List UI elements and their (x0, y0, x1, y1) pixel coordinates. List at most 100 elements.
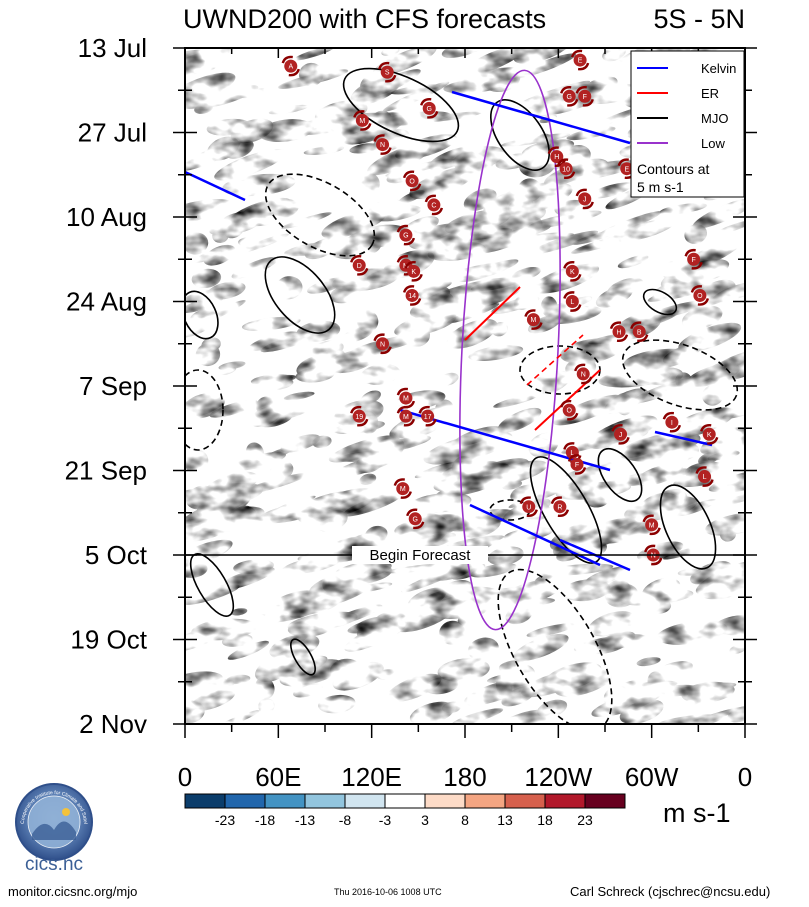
storm-arm (550, 496, 570, 518)
anomaly-patch (719, 491, 745, 507)
colorbar: -23 -18 -13 -8 -3 3 8 13 18 23 (184, 793, 626, 828)
anomaly-patch (215, 566, 275, 591)
storm-arm (281, 55, 300, 77)
storm-label: J (619, 432, 623, 439)
anomaly-patch (359, 473, 377, 485)
anomaly-patch (185, 66, 216, 76)
er-negative-contour (526, 334, 584, 386)
anomaly-patch (293, 683, 323, 698)
anomaly-patch (662, 260, 687, 281)
anomaly-patch (265, 374, 297, 384)
colorbar-swatch (264, 793, 306, 809)
colorbar-label: 3 (421, 812, 429, 828)
anomaly-patch (583, 485, 611, 508)
storm-body (522, 500, 536, 514)
storm-label: L (703, 474, 707, 481)
anomaly-patch (729, 644, 745, 654)
storm-label: L (570, 450, 574, 457)
storm-arm (393, 478, 412, 499)
colorbar-swatch (584, 793, 626, 809)
storm-body (702, 427, 716, 441)
anomaly-patch (386, 673, 442, 703)
storm-marker: F (684, 248, 703, 270)
anomaly-patch (376, 610, 396, 620)
anomaly-patch (185, 700, 205, 724)
storm-label: M (400, 486, 406, 493)
storm-marker: J (575, 188, 594, 210)
anomaly-patch (275, 276, 303, 300)
anomaly-patch (511, 266, 541, 281)
storm-body (376, 138, 390, 152)
chart-region: 5S - 5N (653, 4, 745, 34)
forecast-start-label: Begin Forecast (370, 547, 472, 564)
storm-body (405, 174, 419, 188)
storm-marker: N (373, 134, 392, 155)
storm-marker: J (611, 423, 630, 445)
storm-marker: M (353, 110, 372, 131)
storm-body (620, 162, 634, 176)
anomaly-patch (364, 525, 388, 544)
storm-marker: 10 (556, 158, 576, 180)
cicsnc-logo: Cooperative Institute for Climate and Sa… (10, 782, 93, 874)
storm-marker: M (396, 405, 416, 427)
colorbar-label: 8 (461, 812, 469, 828)
storm-label: U (526, 504, 531, 511)
storm-body (396, 482, 410, 496)
storm-body (380, 65, 394, 79)
storm-label: O (697, 293, 703, 300)
anomaly-patch (242, 316, 301, 331)
anomaly-patch (543, 306, 602, 325)
anomaly-patch (268, 104, 309, 115)
anomaly-patch (659, 203, 708, 215)
y-tick-label: 21 Sep (65, 456, 147, 486)
low-contour (459, 69, 561, 631)
storm-label: 17 (424, 414, 432, 421)
anomaly-patch (695, 561, 745, 595)
colorbar-label: -8 (339, 812, 352, 828)
anomaly-patch (650, 441, 700, 463)
storm-arm (350, 405, 369, 427)
anomaly-patch (336, 564, 393, 585)
anomaly-patch (459, 511, 484, 520)
anomaly-patch (198, 85, 259, 109)
anomaly-patch (603, 688, 625, 709)
storm-label: N (581, 372, 586, 379)
mjo-contour (597, 447, 643, 503)
anomaly-patch (385, 562, 458, 574)
anomaly-patch (195, 343, 221, 367)
er-contour (464, 286, 521, 341)
anomaly-patch (328, 435, 399, 463)
mjo-contour (659, 484, 717, 570)
anomaly-patch (554, 199, 589, 217)
storm-marker: N (574, 363, 593, 385)
storm-body (284, 59, 298, 73)
anomaly-patch (532, 263, 600, 294)
storm-marker: U (519, 496, 538, 518)
storm-body (408, 512, 422, 526)
storm-marker: E (570, 49, 590, 71)
anomaly-patch (684, 461, 725, 479)
footer-url[interactable]: monitor.cicsnc.org/mjo (8, 884, 138, 899)
x-tick-label: 120W (524, 762, 592, 792)
colorbar-swatch (464, 793, 506, 809)
storm-body (687, 252, 701, 266)
storm-body (427, 198, 441, 212)
footer-timestamp: Thu 2016-10-06 1008 UTC (334, 887, 442, 897)
mjo-contour (290, 638, 316, 676)
anomaly-patch (260, 591, 319, 615)
storm-label: H (616, 329, 621, 336)
storm-label: C (431, 203, 436, 210)
storm-arm (524, 309, 543, 330)
storm-body (526, 313, 540, 327)
storm-label: K (411, 269, 416, 276)
anomaly-patch (684, 224, 708, 244)
y-tick-label: 10 Aug (66, 202, 147, 232)
colorbar-swatch (544, 793, 586, 809)
storm-arm (611, 423, 630, 445)
anomaly-patch (442, 462, 491, 482)
anomaly-patch (332, 352, 370, 369)
anomaly-core (445, 214, 543, 256)
anomaly-patch (245, 442, 265, 464)
y-tick-label: 24 Aug (66, 287, 147, 317)
